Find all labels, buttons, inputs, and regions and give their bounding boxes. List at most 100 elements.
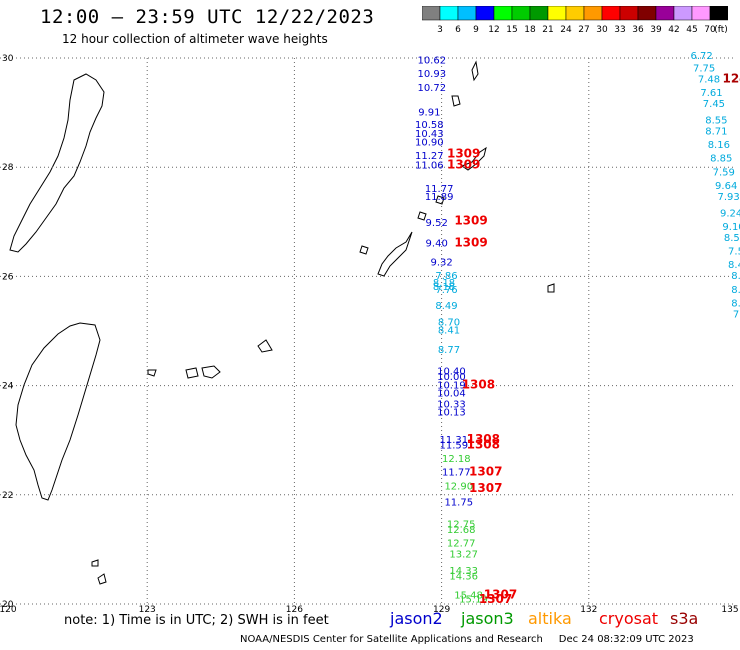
wave-height-label-cryosat: 1307 xyxy=(479,592,512,606)
wave-height-label-jason2: 10.00 xyxy=(437,372,466,383)
okinawa-island xyxy=(377,231,413,277)
wave-height-label-jason2: 10.93 xyxy=(417,69,446,80)
wave-height-label-jason3: 15.19 xyxy=(459,594,488,605)
wave-height-label-jason2: 10.13 xyxy=(437,408,466,419)
wave-height-label-cryosat: 1307 xyxy=(469,465,502,479)
map-subtitle: 12 hour collection of altimeter wave hei… xyxy=(62,32,328,46)
wave-height-labels: 10.6210.9310.729.9110.5810.4310.9011.271… xyxy=(415,51,740,606)
colorbar-label: 12 xyxy=(488,25,499,34)
lon-label: 126 xyxy=(286,605,303,615)
lat-label: 20 xyxy=(2,600,14,610)
tokuno-island xyxy=(435,195,445,205)
babuyan-island xyxy=(91,559,99,567)
wave-height-label-jason3: 12.77 xyxy=(447,539,476,550)
taiwan-coastline xyxy=(15,322,101,501)
wave-height-label-jason2: 10.62 xyxy=(417,55,446,66)
wave-height-label-jason2: 10.72 xyxy=(417,83,446,94)
wave-height-label-s3a_cyan: 8. xyxy=(731,285,740,296)
wave-height-label-s3a_cyan: 7.86 xyxy=(435,271,457,282)
wave-height-label-jason2: 10.19 xyxy=(437,380,466,391)
wave-height-label-jason2: 11.31 xyxy=(440,435,469,446)
colorbar-label: 18 xyxy=(524,25,536,34)
wave-height-label-jason3: 12.75 xyxy=(447,520,476,531)
wave-height-label-jason3: 12.68 xyxy=(447,525,476,536)
credit-line: NOAA/NESDIS Center for Satellite Applica… xyxy=(240,634,694,645)
colorbar-label: 70 xyxy=(704,25,716,34)
wave-height-label-cryosat: 1308 xyxy=(462,377,495,391)
wave-height-label-s3a_cyan: 8.41 xyxy=(438,326,460,337)
map-title: 12:00 — 23:59 UTC 12/22/2023 xyxy=(40,6,375,28)
lon-label: 123 xyxy=(139,605,156,615)
wave-height-label-s3a_cyan: 8. xyxy=(731,298,740,309)
wave-height-label-s3a_cyan: 6.72 xyxy=(691,51,713,62)
credit-text: NOAA/NESDIS Center for Satellite Applica… xyxy=(240,634,543,645)
wave-height-label-cryosat: 1307 xyxy=(469,481,502,495)
wave-height-label-s3a_cyan: 8.49 xyxy=(435,301,457,312)
ishigaki-island xyxy=(201,365,221,379)
wave-height-label-s3a_cyan: 8.71 xyxy=(705,126,727,137)
wave-height-label-s3a_cyan: 7.59 xyxy=(713,167,735,178)
wave-height-label-cryosat: 1309 xyxy=(447,157,480,171)
legend-cryosat: cryosat xyxy=(599,609,659,628)
legend-jason3: jason3 xyxy=(461,609,514,628)
wave-height-label-jason2: 10.90 xyxy=(415,137,444,148)
wave-height-label-s3a_cyan: 9.10 xyxy=(722,222,740,233)
wave-height-label-cryosat: 1309 xyxy=(454,214,487,228)
wave-height-label-cryosat: 1307 xyxy=(484,588,517,602)
wave-height-label-s3a_cyan: 9.64 xyxy=(715,181,737,192)
iriomote-island xyxy=(185,367,199,379)
wave-height-label-jason2: 9.52 xyxy=(426,218,448,229)
wave-height-label-jason2: 10.04 xyxy=(437,389,466,400)
colorbar-label: (ft) xyxy=(714,25,728,34)
note-text: note: 1) Time is in UTC; 2) SWH is in fe… xyxy=(64,613,329,628)
wave-height-label-s3a_cyan: 7.93 xyxy=(718,192,740,203)
lat-label: 24 xyxy=(2,382,14,392)
latitude-labels: 30 28 26 24 22 20 xyxy=(2,54,14,610)
legend-s3a: s3a xyxy=(670,609,699,628)
wave-height-label-s3a_cyan: 8. xyxy=(731,271,740,282)
timestamp-text: Dec 24 08:32:09 UTC 2023 xyxy=(558,634,694,645)
okinoerabu-island xyxy=(417,211,427,221)
tanegashima-island xyxy=(471,60,479,82)
wave-height-label-jason3: 12.90 xyxy=(444,481,473,492)
colorbar-label: 39 xyxy=(650,25,662,34)
wave-height-label-jason2: 10.43 xyxy=(415,129,444,140)
wave-height-label-jason2: 9.91 xyxy=(418,107,440,118)
wave-height-label-s3a_cyan: 7 xyxy=(733,309,739,320)
yakushima-island xyxy=(451,95,461,107)
lon-label: 129 xyxy=(433,605,450,615)
wave-height-label-jason2: 11.77 xyxy=(425,184,454,195)
wave-height-label-s3a_cyan: 8.18 xyxy=(433,278,455,289)
colorbar-label: 30 xyxy=(596,25,608,34)
lat-label: 30 xyxy=(2,54,14,64)
colorbar-label: 33 xyxy=(614,25,625,34)
legend-jason2: jason2 xyxy=(390,609,443,628)
kyushu-coastline xyxy=(9,73,105,253)
miyako-island xyxy=(257,339,273,353)
coastline-layer xyxy=(9,60,555,585)
legend-altika: altika xyxy=(528,609,572,628)
wave-height-label-jason2: 10.40 xyxy=(437,367,466,378)
wave-height-label-jason2: 10.33 xyxy=(437,399,466,410)
wave-height-label-jason2: 10.58 xyxy=(415,120,444,131)
wave-height-label-jason3: 13.27 xyxy=(449,550,478,561)
wave-height-label-s3a_cyan: 8.4 xyxy=(728,260,740,271)
wave-height-label-jason3: 15.48 xyxy=(454,591,483,602)
wave-height-label-jason2: 11.06 xyxy=(415,160,444,171)
wave-height-label-cryosat: 1309 xyxy=(454,235,487,249)
wave-height-label-s3a_cyan: 8.55 xyxy=(705,116,727,127)
lon-label: 120 xyxy=(0,605,17,615)
colorbar-label: 15 xyxy=(506,25,517,34)
colorbar-cell xyxy=(709,6,728,21)
colorbar-label: 3 xyxy=(437,25,443,34)
wave-height-label-jason2: 11.77 xyxy=(442,468,471,479)
lon-label: 135 xyxy=(721,605,738,615)
colorbar-label: 45 xyxy=(686,25,697,34)
amami-island xyxy=(460,146,487,171)
batanes-island xyxy=(97,573,107,585)
wave-height-label-cryosat: 1309 xyxy=(447,146,480,160)
colorbar-label: 21 xyxy=(542,25,553,34)
wave-height-label-s3a_cyan: 8.85 xyxy=(710,154,732,165)
wave-height-label-s3a_cyan: 7.45 xyxy=(703,99,725,110)
